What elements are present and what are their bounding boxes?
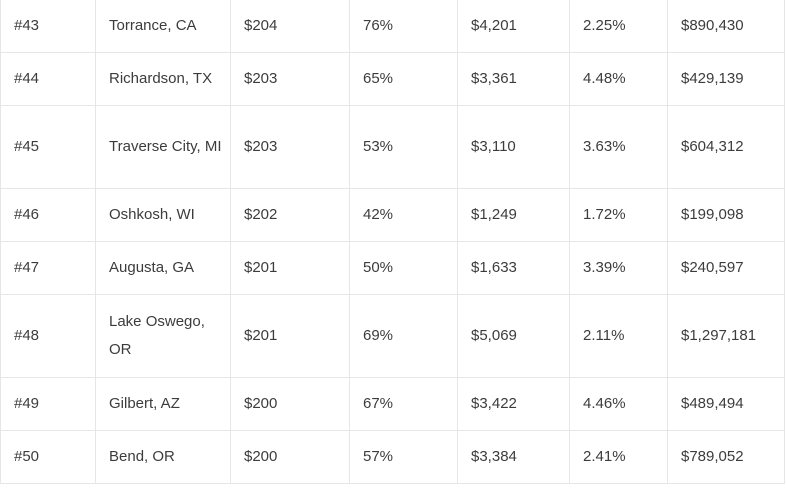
cost-cell: $201 [230, 294, 350, 378]
cost-cell: $201 [230, 241, 350, 295]
city-cell: Lake Oswego, OR [95, 294, 231, 378]
rank-cell: #45 [0, 105, 96, 189]
percent-cell: 69% [349, 294, 458, 378]
rate-cell: 2.25% [569, 0, 668, 53]
bill-cell: $3,361 [457, 52, 570, 106]
table-row: #48 Lake Oswego, OR $201 69% $5,069 2.11… [0, 294, 785, 378]
cost-cell: $203 [230, 105, 350, 189]
bill-cell: $3,422 [457, 377, 570, 431]
city-cell: Richardson, TX [95, 52, 231, 106]
cost-cell: $200 [230, 430, 350, 484]
table-row: #43 Torrance, CA $204 76% $4,201 2.25% $… [0, 0, 785, 53]
table-row: #47 Augusta, GA $201 50% $1,633 3.39% $2… [0, 241, 785, 295]
percent-cell: 42% [349, 188, 458, 242]
value-cell: $1,297,181 [667, 294, 785, 378]
table-row: #45 Traverse City, MI $203 53% $3,110 3.… [0, 105, 785, 189]
table-row: #44 Richardson, TX $203 65% $3,361 4.48%… [0, 52, 785, 106]
bill-cell: $1,249 [457, 188, 570, 242]
percent-cell: 53% [349, 105, 458, 189]
percent-cell: 65% [349, 52, 458, 106]
cost-cell: $204 [230, 0, 350, 53]
table-row: #49 Gilbert, AZ $200 67% $3,422 4.46% $4… [0, 377, 785, 431]
rank-cell: #46 [0, 188, 96, 242]
bill-cell: $3,110 [457, 105, 570, 189]
rate-cell: 3.63% [569, 105, 668, 189]
bill-cell: $3,384 [457, 430, 570, 484]
percent-cell: 50% [349, 241, 458, 295]
percent-cell: 76% [349, 0, 458, 53]
rank-cell: #43 [0, 0, 96, 53]
city-cell: Augusta, GA [95, 241, 231, 295]
rank-cell: #44 [0, 52, 96, 106]
city-cell: Gilbert, AZ [95, 377, 231, 431]
rank-cell: #48 [0, 294, 96, 378]
value-cell: $789,052 [667, 430, 785, 484]
table-row: #50 Bend, OR $200 57% $3,384 2.41% $789,… [0, 430, 785, 484]
city-cell: Torrance, CA [95, 0, 231, 53]
bill-cell: $4,201 [457, 0, 570, 53]
rate-cell: 2.41% [569, 430, 668, 484]
rank-cell: #49 [0, 377, 96, 431]
value-cell: $604,312 [667, 105, 785, 189]
rank-cell: #50 [0, 430, 96, 484]
bill-cell: $1,633 [457, 241, 570, 295]
bill-cell: $5,069 [457, 294, 570, 378]
value-cell: $489,494 [667, 377, 785, 431]
value-cell: $199,098 [667, 188, 785, 242]
rank-cell: #47 [0, 241, 96, 295]
percent-cell: 57% [349, 430, 458, 484]
rate-cell: 1.72% [569, 188, 668, 242]
value-cell: $240,597 [667, 241, 785, 295]
value-cell: $429,139 [667, 52, 785, 106]
rate-cell: 3.39% [569, 241, 668, 295]
rate-cell: 4.48% [569, 52, 668, 106]
table-row: #46 Oshkosh, WI $202 42% $1,249 1.72% $1… [0, 188, 785, 242]
city-cell: Bend, OR [95, 430, 231, 484]
city-cell: Oshkosh, WI [95, 188, 231, 242]
cost-cell: $200 [230, 377, 350, 431]
rate-cell: 4.46% [569, 377, 668, 431]
percent-cell: 67% [349, 377, 458, 431]
rate-cell: 2.11% [569, 294, 668, 378]
cost-cell: $203 [230, 52, 350, 106]
cost-cell: $202 [230, 188, 350, 242]
city-cell: Traverse City, MI [95, 105, 231, 189]
value-cell: $890,430 [667, 0, 785, 53]
